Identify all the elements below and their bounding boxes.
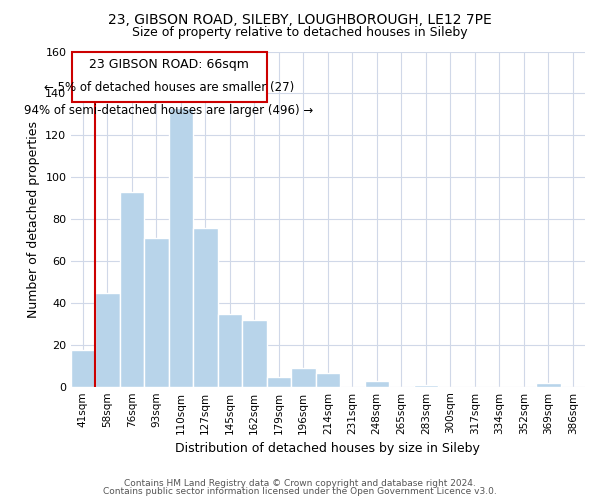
- Bar: [144, 238, 169, 388]
- Bar: [193, 228, 218, 388]
- X-axis label: Distribution of detached houses by size in Sileby: Distribution of detached houses by size …: [175, 442, 480, 455]
- Bar: [242, 320, 266, 388]
- Bar: [95, 293, 119, 388]
- Bar: [218, 314, 242, 388]
- Bar: [266, 377, 291, 388]
- Text: 94% of semi-detached houses are larger (496) →: 94% of semi-detached houses are larger (…: [25, 104, 314, 117]
- Bar: [119, 192, 144, 388]
- Y-axis label: Number of detached properties: Number of detached properties: [26, 121, 40, 318]
- Bar: [316, 372, 340, 388]
- Bar: [536, 383, 560, 388]
- Text: 23, GIBSON ROAD, SILEBY, LOUGHBOROUGH, LE12 7PE: 23, GIBSON ROAD, SILEBY, LOUGHBOROUGH, L…: [108, 12, 492, 26]
- Bar: [71, 350, 95, 388]
- Bar: [413, 386, 438, 388]
- Text: Contains public sector information licensed under the Open Government Licence v3: Contains public sector information licen…: [103, 487, 497, 496]
- Bar: [291, 368, 316, 388]
- Text: ← 5% of detached houses are smaller (27): ← 5% of detached houses are smaller (27): [44, 81, 294, 94]
- Text: Contains HM Land Registry data © Crown copyright and database right 2024.: Contains HM Land Registry data © Crown c…: [124, 478, 476, 488]
- FancyBboxPatch shape: [72, 52, 266, 102]
- Bar: [169, 108, 193, 388]
- Text: Size of property relative to detached houses in Sileby: Size of property relative to detached ho…: [132, 26, 468, 39]
- Bar: [365, 381, 389, 388]
- Text: 23 GIBSON ROAD: 66sqm: 23 GIBSON ROAD: 66sqm: [89, 58, 249, 71]
